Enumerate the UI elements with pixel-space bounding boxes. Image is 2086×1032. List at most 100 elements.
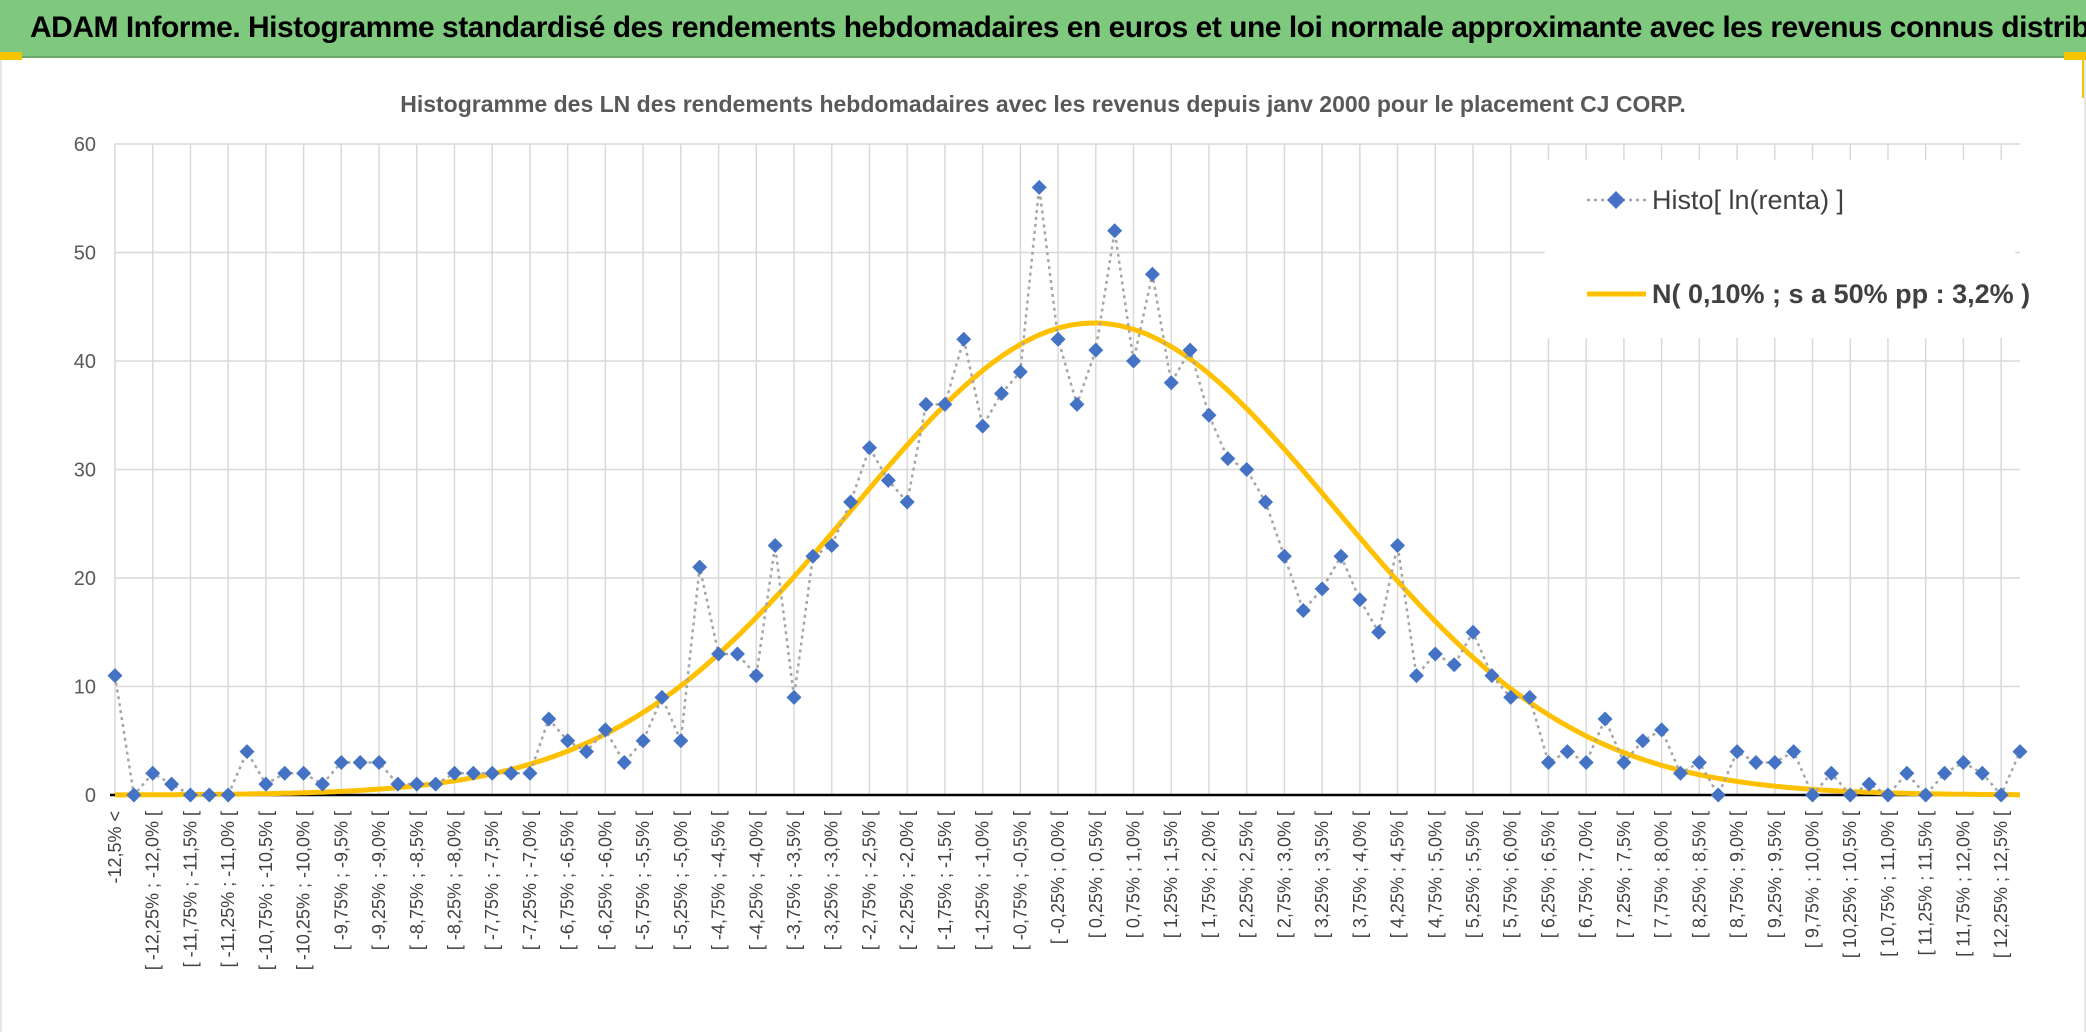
histogram-point — [692, 559, 708, 575]
histogram-point — [975, 418, 991, 434]
x-tick-label: -12,5% < — [105, 811, 125, 884]
histogram-point — [1144, 266, 1160, 282]
histogram-point — [843, 494, 859, 510]
histogram-point — [1672, 765, 1688, 781]
histogram-point — [1861, 776, 1877, 792]
histogram-point — [503, 765, 519, 781]
histogram-point — [1427, 646, 1443, 662]
x-tick-label: [ 3,25% ; 3,5% [ — [1312, 811, 1332, 938]
histogram-line — [113, 187, 2022, 798]
histogram-point — [673, 733, 689, 749]
histogram-point — [1408, 668, 1424, 684]
histogram-point — [824, 537, 840, 553]
legend: Histo[ ln(renta) ] N( 0,10% ; s a 50% pp … — [1545, 160, 2030, 338]
histogram-point — [1333, 548, 1349, 564]
y-tick-label: 10 — [74, 677, 96, 699]
x-tick-label: [ -7,75% ; -7,5% [ — [482, 811, 502, 950]
histogram-point — [239, 744, 255, 760]
histogram-point — [1182, 342, 1198, 358]
series-layer — [107, 179, 2028, 803]
histogram-point — [1069, 396, 1085, 412]
histogram-point — [786, 689, 802, 705]
x-tick-label: [ -11,25% ; -11,0% [ — [218, 811, 238, 967]
histogram-point — [635, 733, 651, 749]
histogram-point — [1767, 754, 1783, 770]
y-tick-label: 50 — [74, 243, 96, 265]
histogram-point — [597, 722, 613, 738]
histogram-point — [371, 754, 387, 770]
x-tick-label: [ -6,25% ; -6,0% [ — [595, 811, 615, 950]
x-tick-label: [ 6,75% ; 7,0% [ — [1576, 811, 1596, 938]
x-tick-label: [ -10,25% ; -10,0% [ — [294, 811, 314, 970]
x-tick-label: [ -2,25% ; -2,0% [ — [897, 811, 917, 950]
normal-curve — [115, 320, 2020, 798]
histogram-point — [314, 776, 330, 792]
x-tick-label: [ 0,75% ; 1,0% [ — [1124, 811, 1144, 938]
x-tick-label: [ 3,75% ; 4,0% [ — [1350, 811, 1370, 938]
x-tick-label: [ -11,75% ; -11,5% [ — [180, 811, 200, 967]
histogram-point — [428, 776, 444, 792]
x-tick-label: [ 5,75% ; 6,0% [ — [1501, 811, 1521, 938]
histogram-point — [937, 396, 953, 412]
histogram-point — [1314, 581, 1330, 597]
x-tick-label: [ -4,25% ; -4,0% [ — [746, 811, 766, 950]
histogram-point — [1012, 364, 1028, 380]
histogram-point — [1635, 733, 1651, 749]
histogram-point — [1050, 331, 1066, 347]
histogram-point — [805, 548, 821, 564]
histogram-point — [1276, 548, 1292, 564]
x-tick-label: [ -10,75% ; -10,5% [ — [256, 811, 276, 970]
histogram-point — [465, 765, 481, 781]
y-tick-label: 20 — [74, 568, 96, 590]
histogram-point — [182, 787, 198, 803]
histogram-point — [447, 765, 463, 781]
histogram-point — [1088, 342, 1104, 358]
histogram-point — [1163, 375, 1179, 391]
histogram-point — [899, 494, 915, 510]
x-tick-label: [ 7,75% ; 8,0% [ — [1652, 811, 1672, 938]
histogram-point — [1540, 754, 1556, 770]
histogram-point — [579, 744, 595, 760]
histogram-point — [729, 646, 745, 662]
histogram-point — [1691, 754, 1707, 770]
histogram-point — [1654, 722, 1670, 738]
histogram-point — [993, 386, 1009, 402]
histogram-point — [1295, 603, 1311, 619]
histogram-point — [409, 776, 425, 792]
x-tick-label: [ -8,25% ; -8,0% [ — [445, 811, 465, 950]
histogram-point — [1465, 624, 1481, 640]
histogram-point — [164, 776, 180, 792]
x-tick-label: [ -6,75% ; -6,5% [ — [558, 811, 578, 950]
histogram-point — [1239, 462, 1255, 477]
histogram-point — [296, 765, 312, 781]
histogram-point — [748, 668, 764, 684]
histogram-point — [352, 754, 368, 770]
histogram-point — [1955, 754, 1971, 770]
histogram-point — [1805, 787, 1821, 803]
histogram-point — [1597, 711, 1613, 727]
x-tick-label: [ -0,75% ; -0,5% [ — [1010, 811, 1030, 950]
x-tick-label: [ 8,75% ; 9,0% [ — [1727, 811, 1747, 938]
x-tick-label: [ 10,25% ; 10,5% [ — [1840, 811, 1860, 958]
histogram-point — [1258, 494, 1274, 510]
x-tick-label: [ 0,25% ; 0,5% [ — [1086, 811, 1106, 938]
x-tick-label: [ -9,25% ; -9,0% [ — [369, 811, 389, 950]
histogram-point — [1031, 179, 1047, 195]
x-tick-label: [ -5,25% ; -5,0% [ — [671, 811, 691, 950]
histogram-point — [616, 754, 632, 770]
accent-bar-left — [0, 52, 22, 60]
histogram-point — [541, 711, 557, 727]
x-tick-label: [ -2,75% ; -2,5% [ — [859, 811, 879, 950]
x-tick-label: [ 6,25% ; 6,5% [ — [1538, 811, 1558, 938]
histogram-point — [1220, 451, 1236, 467]
legend-label-histogram: Histo[ ln(renta) ] — [1652, 185, 1844, 215]
legend-box — [1545, 160, 2015, 338]
x-tick-label: [ 12,25% ; 12,5% [ — [1991, 811, 2011, 958]
x-tick-label: [ -9,75% ; -9,5% [ — [331, 811, 351, 950]
histogram-point — [1390, 537, 1406, 553]
x-tick-label: [ -12,25% ; -12,0% [ — [143, 811, 163, 970]
histogram-point — [1107, 223, 1123, 239]
chart-frame — [0, 60, 2086, 1032]
x-tick-label: [ -1,75% ; -1,5% [ — [935, 811, 955, 950]
x-tick-label: [ 1,25% ; 1,5% [ — [1161, 811, 1181, 938]
